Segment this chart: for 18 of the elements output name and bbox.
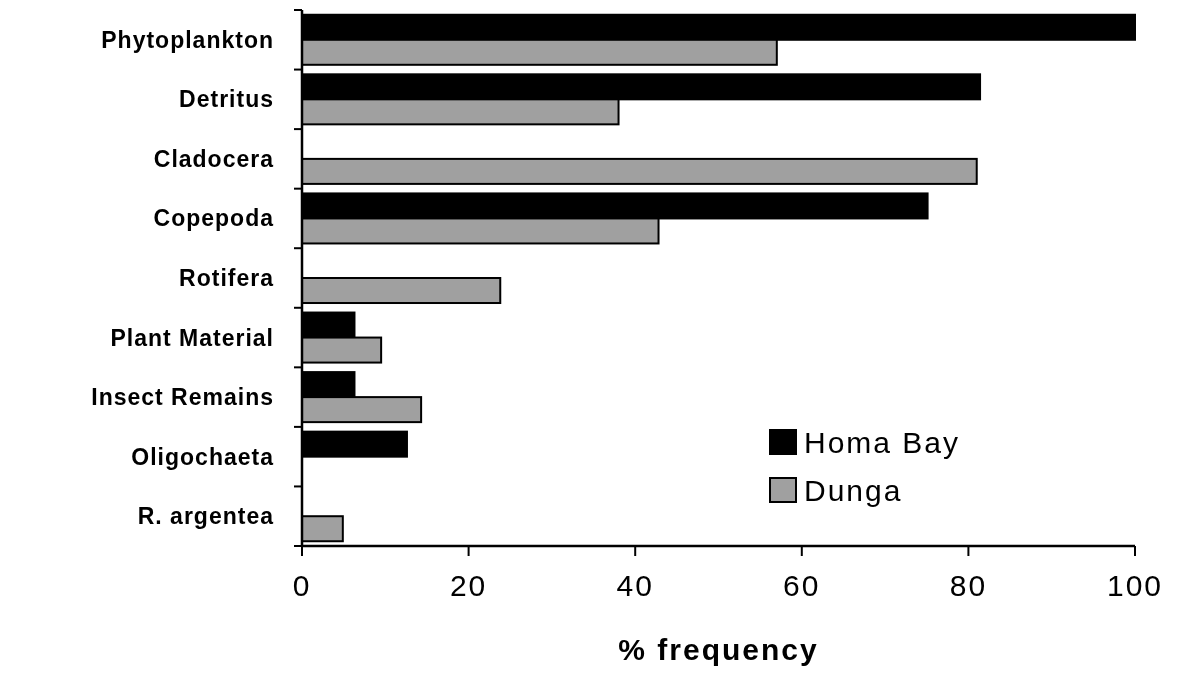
legend-label: Dunga	[804, 474, 903, 508]
legend-label: Homa Bay	[804, 426, 961, 460]
y-tick-label: Plant Material	[110, 324, 274, 351]
y-tick-label: Rotifera	[179, 265, 274, 292]
y-tick-label: Phytoplankton	[101, 26, 274, 53]
x-tick-label: 100	[1106, 569, 1164, 602]
x-tick-label: 60	[783, 569, 821, 602]
x-tick-label: 40	[616, 569, 654, 602]
y-tick-label: Detritus	[179, 86, 274, 113]
y-tick-label: R. argentea	[137, 503, 274, 530]
y-tick-label: Copepoda	[153, 205, 274, 232]
x-axis-title: % frequency	[618, 633, 819, 666]
x-tick-label: 20	[449, 569, 488, 602]
y-tick-label: Cladocera	[153, 145, 274, 172]
x-tick-label: 80	[949, 569, 988, 602]
y-tick-label: Insect Remains	[91, 384, 274, 411]
y-tick-label: Oligochaeta	[131, 443, 274, 470]
x-tick-label: 0	[292, 569, 312, 602]
